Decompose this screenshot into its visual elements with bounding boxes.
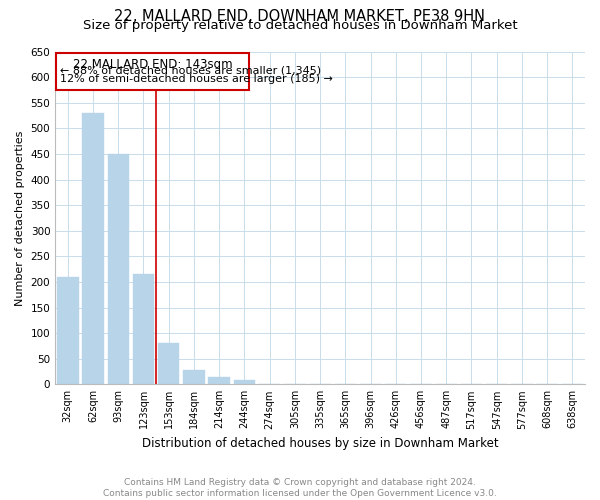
Bar (133, 274, 154, 384)
Text: 22, MALLARD END, DOWNHAM MARKET, PE38 9HN: 22, MALLARD END, DOWNHAM MARKET, PE38 9H… (115, 9, 485, 24)
Y-axis label: Number of detached properties: Number of detached properties (15, 130, 25, 306)
Bar (158, 344, 179, 384)
Text: 22 MALLARD END: 143sqm: 22 MALLARD END: 143sqm (73, 58, 233, 71)
Bar (208, 376, 230, 384)
Bar (57, 277, 79, 384)
Text: Contains HM Land Registry data © Crown copyright and database right 2024.
Contai: Contains HM Land Registry data © Crown c… (103, 478, 497, 498)
Bar (82, 113, 104, 384)
FancyBboxPatch shape (56, 52, 250, 90)
Bar (233, 380, 255, 384)
Text: 12% of semi-detached houses are larger (185) →: 12% of semi-detached houses are larger (… (60, 74, 333, 84)
Bar (183, 370, 205, 384)
Text: Size of property relative to detached houses in Downham Market: Size of property relative to detached ho… (83, 19, 517, 32)
X-axis label: Distribution of detached houses by size in Downham Market: Distribution of detached houses by size … (142, 437, 499, 450)
Text: ← 88% of detached houses are smaller (1,345): ← 88% of detached houses are smaller (1,… (60, 66, 322, 76)
Bar (107, 154, 129, 384)
